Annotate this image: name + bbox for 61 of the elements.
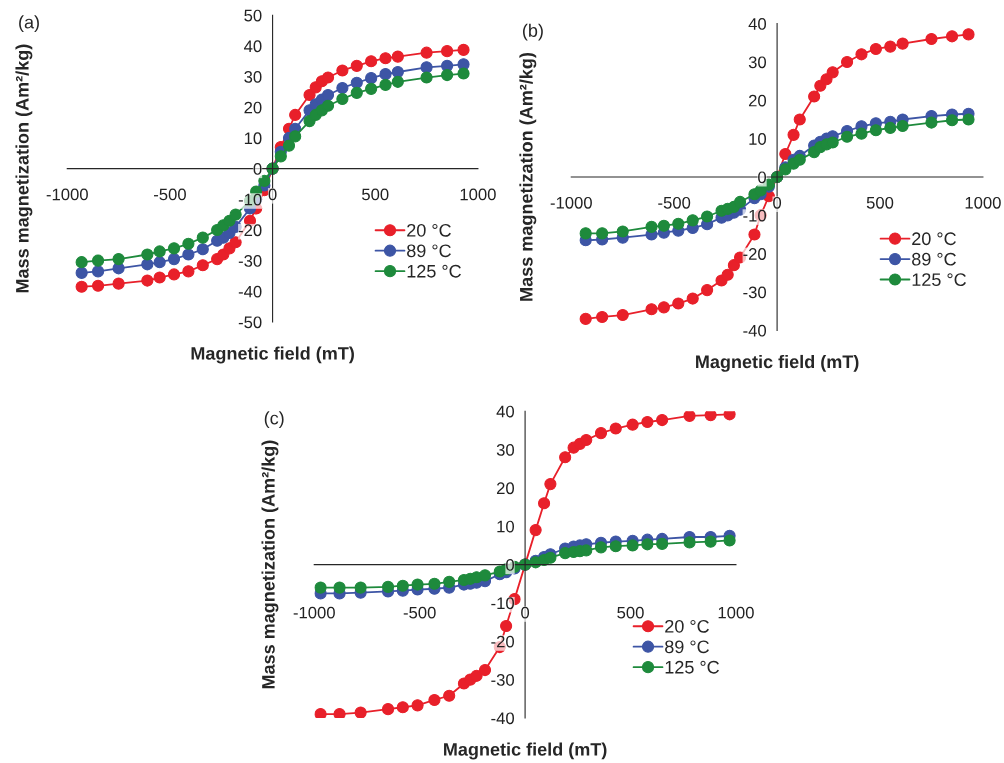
x-tick-label: -1000 [550, 196, 592, 209]
x-axis-title: Magnetic field (mT) [696, 354, 859, 372]
x-tick-label: -500 [403, 606, 436, 619]
y-tick-label: -20 [743, 248, 767, 260]
y-tick-label: 40 [244, 40, 262, 53]
y-axis-title: Mass magnetization (Am²/kg) [519, 53, 537, 301]
y-tick-label: 0 [758, 171, 767, 184]
x-tick-label: -1000 [46, 188, 88, 201]
legend-label: 20 °C [912, 232, 956, 246]
y-tick-label: -40 [743, 324, 767, 337]
y-tick-label: -20 [491, 635, 515, 648]
y-tick-label: -30 [743, 286, 767, 299]
y-tick-label: 0 [506, 559, 515, 571]
y-tick-label: 10 [497, 520, 515, 533]
x-tick-label: 1000 [965, 196, 1001, 209]
legend-label: 125 °C [912, 273, 966, 287]
y-tick-label: 30 [244, 71, 262, 83]
y-tick-label: 20 [244, 101, 262, 114]
y-tick-label: 40 [748, 18, 767, 30]
y-axis-title: Mass magnetization (Am²/kg) [261, 440, 279, 689]
x-tick-label: 1000 [460, 188, 496, 201]
x-tick-label: 0 [773, 196, 782, 209]
x-tick-label: 500 [362, 188, 389, 201]
y-tick-label: -50 [238, 316, 262, 329]
legend-label: 89 °C [407, 244, 451, 258]
y-axis-title: Mass magnetization (Am²/kg) [15, 44, 33, 293]
legend-label: 20 °C [407, 223, 451, 237]
x-tick-label: 1000 [718, 606, 754, 619]
chart-title: (c) [264, 411, 284, 429]
x-axis-title: Magnetic field (mT) [444, 742, 607, 760]
legend-label: 125 °C [407, 264, 461, 278]
x-tick-label: 500 [617, 606, 644, 619]
x-tick-label: 0 [268, 188, 277, 201]
legend-label: 89 °C [912, 252, 956, 266]
y-tick-label: -30 [238, 255, 262, 267]
legend-label: 89 °C [665, 640, 709, 654]
y-tick-label: -30 [491, 674, 515, 686]
chart-title: (a) [19, 15, 39, 33]
y-tick-label: 10 [749, 133, 767, 145]
legend-label: 20 °C [665, 619, 709, 633]
y-tick-label: 0 [253, 163, 262, 175]
y-tick-label: 20 [748, 94, 767, 107]
y-tick-label: 50 [244, 9, 262, 22]
y-tick-label: -40 [238, 285, 262, 298]
y-tick-label: 30 [748, 56, 767, 69]
x-tick-label: 0 [521, 606, 530, 619]
y-tick-label: -10 [743, 209, 767, 222]
y-tick-label: 10 [244, 132, 262, 145]
x-axis-title: Magnetic field (mT) [191, 346, 354, 364]
x-tick-label: 500 [866, 196, 894, 209]
y-tick-label: -20 [238, 224, 262, 237]
y-tick-label: 40 [496, 405, 515, 418]
y-tick-label: -10 [491, 597, 515, 610]
x-tick-label: -500 [658, 196, 691, 209]
y-tick-label: 30 [496, 444, 515, 456]
y-tick-label: 20 [496, 482, 515, 495]
x-tick-label: -500 [153, 188, 186, 201]
legend-label: 125 °C [665, 660, 719, 674]
y-tick-label: -40 [491, 712, 515, 725]
chart-title: (b) [523, 23, 543, 41]
x-tick-label: -1000 [293, 606, 335, 619]
